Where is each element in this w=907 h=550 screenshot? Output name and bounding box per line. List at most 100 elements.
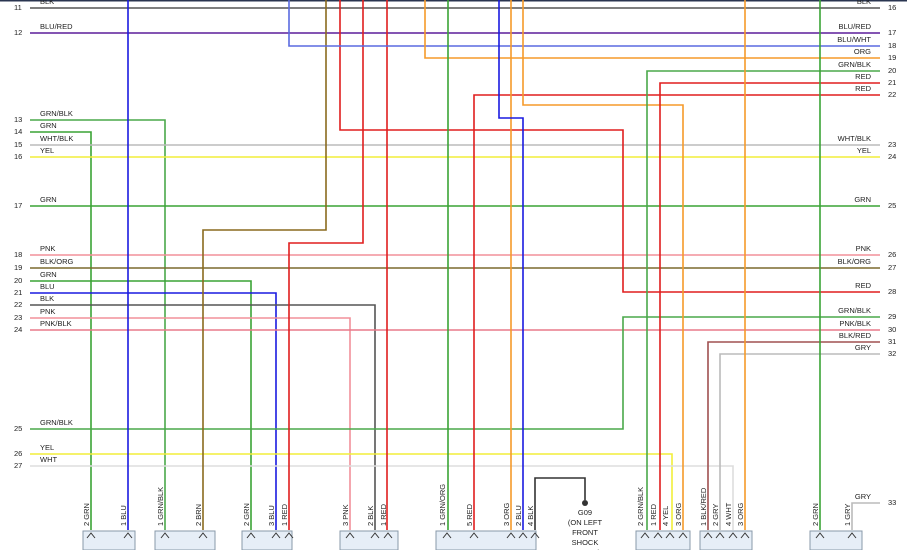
wire-label: BLK/ORG [40,257,74,266]
pin-terminal [653,532,663,539]
pin-terminal [506,532,516,539]
pin-terminal [530,532,540,539]
wire-label: BLK [40,0,54,6]
wire [719,353,880,530]
pin-terminal [715,532,725,539]
wire-label: YEL [857,146,871,155]
pin-label: 2 GRN/BLK [636,487,645,526]
row-number: 22 [888,90,896,99]
row-number: 12 [14,28,22,37]
pin-terminal [442,532,452,539]
connector [635,530,691,550]
pin-label: 1 GRN/BLK [156,487,165,526]
connector [241,530,293,550]
pin-label: 3 PNK [341,504,350,526]
pin-terminal [271,532,281,539]
row-number: 32 [888,349,896,358]
pin-terminal [370,532,380,539]
pin-label: 2 BLU [514,505,523,526]
pin-terminal [383,532,393,539]
row-number: 21 [888,78,896,87]
wire-label: BLK/ORG [838,257,872,266]
pin-label: 3 BLU [267,505,276,526]
wire-label: RED [855,84,871,93]
row-number: 19 [888,53,896,62]
row-number: 24 [888,152,896,161]
row-number: 14 [14,127,22,136]
wire [498,0,524,530]
wire [30,280,252,530]
wire-label: GRN/BLK [40,418,73,427]
pin-label: 1 BLU [119,505,128,526]
wire [707,341,880,530]
pin-label: 1 GRY [843,504,852,526]
wire-label: RED [855,281,871,290]
pin-terminal [86,532,96,539]
row-number: 24 [14,325,22,334]
wire [288,0,364,530]
row-number: 31 [888,337,896,346]
wire-label: WHT/BLK [40,134,73,143]
row-number: 21 [14,288,22,297]
wire-label: BLK/RED [839,331,872,340]
row-number: 20 [888,66,896,75]
pin-terminal [518,532,528,539]
wire-label: GRN [40,121,57,130]
wire-label: ORG [854,47,871,56]
wire-label: GRN [40,195,57,204]
row-number: 22 [14,300,22,309]
wire-label: GRY [855,492,871,501]
wire-label: BLU/WHT [837,35,871,44]
wire [30,317,351,530]
wire [30,316,880,430]
row-number: 13 [14,115,22,124]
wire [339,0,880,293]
wire [30,465,734,530]
connector [154,530,216,550]
pin-terminal [847,532,857,539]
pin-label: 1 RED [280,503,289,526]
wire-label: WHT/BLK [838,134,871,143]
pin-label: 2 BRN [194,504,203,526]
wire [288,0,880,47]
ground-label: G09 [578,508,592,517]
wire-label: GRN [854,195,871,204]
wire-label: YEL [40,146,54,155]
pin-label: 2 GRN [82,503,91,526]
wire-label: PNK [856,244,871,253]
row-number: 27 [888,263,896,272]
pin-label: 4 WHT [724,502,733,526]
wire-label: PNK [40,307,55,316]
connector [435,530,537,550]
pin-terminal [123,532,133,539]
pin-label: 4 BLK [526,506,535,526]
wire [202,0,327,530]
wire-label: BLK [857,0,871,6]
pin-label: 3 ORG [674,502,683,526]
wire-label: BLU [40,282,55,291]
pin-label: 2 GRY [711,504,720,526]
row-number: 16 [888,3,896,12]
pin-terminal [246,532,256,539]
row-number: 25 [14,424,22,433]
row-number: 30 [888,325,896,334]
row-number: 28 [888,287,896,296]
pin-terminal [678,532,688,539]
wire [424,0,880,59]
ground-symbol [582,500,588,506]
wire-label: BLU/RED [838,22,871,31]
pin-terminal [740,532,750,539]
pin-terminal [703,532,713,539]
wire-label: PNK/BLK [839,319,871,328]
pin-label: 2 GRN [811,503,820,526]
row-number: 16 [14,152,22,161]
wire-label: PNK [40,244,55,253]
row-number: 18 [14,250,22,259]
wire-label: RED [855,72,871,81]
wire-label: BLK [40,294,54,303]
wire [659,82,880,530]
ground-label: FRONT [572,528,598,537]
wire-label: YEL [40,443,54,452]
row-number: 17 [888,28,896,37]
